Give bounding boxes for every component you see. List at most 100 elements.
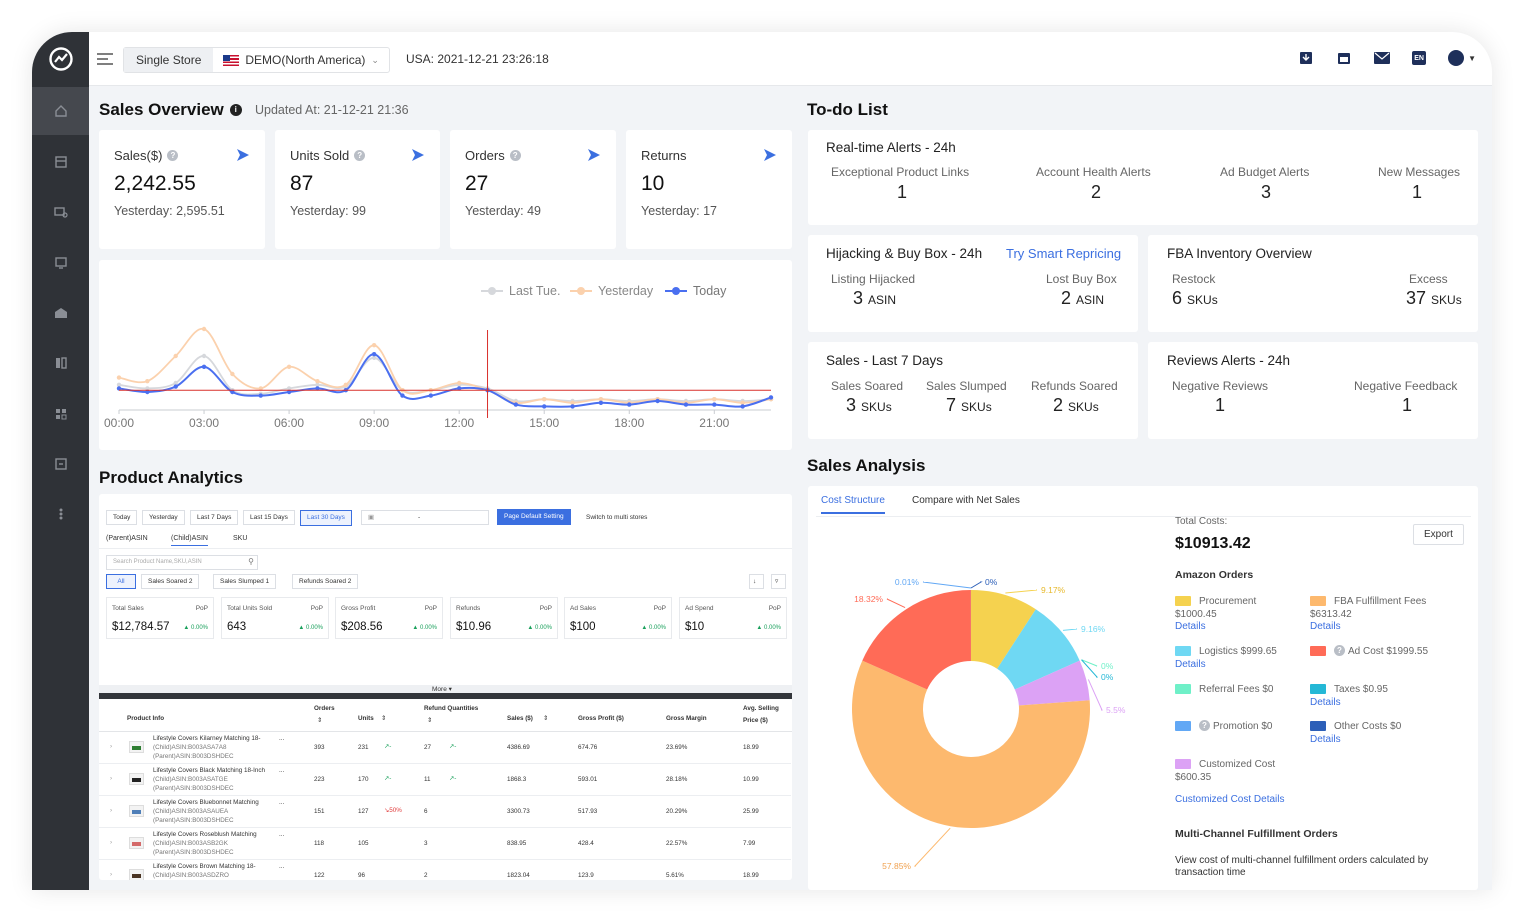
nav-more-icon[interactable] xyxy=(32,490,89,538)
sort-icon[interactable]: ⇕ xyxy=(317,717,323,724)
row-more-icon[interactable]: ... xyxy=(279,767,285,774)
data-point[interactable] xyxy=(768,395,774,400)
page-default-setting-button[interactable]: Page Default Setting xyxy=(497,509,571,525)
nav-reports-icon[interactable] xyxy=(32,390,89,438)
details-link[interactable]: Details xyxy=(1175,621,1206,632)
nav-store-icon[interactable] xyxy=(32,138,89,186)
data-point[interactable] xyxy=(315,379,320,384)
data-point[interactable] xyxy=(116,382,122,387)
series-line-last-tue[interactable] xyxy=(118,355,772,403)
data-point[interactable] xyxy=(201,364,207,369)
more-bar[interactable]: More ▾ xyxy=(99,685,792,693)
data-point[interactable] xyxy=(116,386,122,391)
data-point[interactable] xyxy=(315,386,320,391)
table-row[interactable]: › Lifestyle Covers Bluebonnet Matching...… xyxy=(99,796,791,828)
avatar[interactable] xyxy=(1448,50,1465,66)
col-units[interactable]: Units xyxy=(358,715,374,722)
series-line-yesterday[interactable] xyxy=(118,328,772,404)
legend-today[interactable]: Today xyxy=(665,284,726,298)
data-point[interactable] xyxy=(456,386,462,391)
col-gross-margin[interactable]: Gross Margin xyxy=(666,715,707,722)
app-logo-icon[interactable] xyxy=(48,46,74,72)
pa-kpi-ad-sales[interactable]: Ad Sales PoP $100 ▲ 0.00% xyxy=(564,597,672,639)
legend-last-tue[interactable]: Last Tue. xyxy=(481,284,560,298)
customized-cost-details-link[interactable]: Customized Cost Details xyxy=(1175,794,1285,805)
todo-value-link[interactable]: 1 xyxy=(897,182,908,202)
data-point[interactable] xyxy=(145,389,150,395)
kpi-card-sales[interactable]: Sales($)? 2,242.55 Yesterday: 2,595.51 xyxy=(99,130,265,249)
pa-kpi-total-units[interactable]: Total Units Sold PoP 643 ▲ 0.00% xyxy=(221,597,329,639)
product-name[interactable]: Lifestyle Covers Kilarney Matching 18- xyxy=(153,735,261,742)
filter-icon[interactable]: ▿ xyxy=(771,574,786,589)
filter-sales-slumped[interactable]: Sales Slumped 1 xyxy=(213,574,277,589)
sales-trend-chart[interactable]: Last Tue. Yesterday Today 00:00 03:00 06:0… xyxy=(99,260,792,450)
data-point[interactable] xyxy=(400,393,405,398)
data-point[interactable] xyxy=(173,353,178,359)
filter-refunds-soared[interactable]: Refunds Soared 2 xyxy=(292,574,359,589)
language-icon[interactable]: EN xyxy=(1412,51,1427,65)
store-selector[interactable]: Single Store DEMO(North America) ⌄ xyxy=(123,47,390,73)
more-toggle[interactable]: More ▾ xyxy=(432,686,452,693)
avatar-caret-icon[interactable]: ▼ xyxy=(1468,53,1476,63)
product-name[interactable]: Lifestyle Covers Roseblush Matching xyxy=(153,831,257,838)
switch-multi-stores-link[interactable]: Switch to multi stores xyxy=(586,514,648,521)
nav-ads-icon[interactable] xyxy=(32,239,89,287)
row-more-icon[interactable]: ... xyxy=(279,831,285,838)
tab-cost-structure[interactable]: Cost Structure xyxy=(821,495,885,514)
view-child-asin[interactable]: (Child)ASIN xyxy=(171,535,208,546)
legend-yesterday[interactable]: Yesterday xyxy=(570,284,653,298)
data-point[interactable] xyxy=(173,380,178,386)
data-point[interactable] xyxy=(286,389,292,395)
col-price[interactable]: Price ($) xyxy=(743,717,768,724)
data-point[interactable] xyxy=(258,386,263,391)
data-point[interactable] xyxy=(343,382,348,387)
details-link[interactable]: Details xyxy=(1175,659,1206,670)
kpi-card-orders[interactable]: Orders? 27 Yesterday: 49 xyxy=(450,130,616,249)
data-point[interactable] xyxy=(570,404,575,409)
filter-sales-soared[interactable]: Sales Soared 2 xyxy=(141,574,200,589)
series-line-today[interactable] xyxy=(118,353,772,408)
smart-repricing-link[interactable]: Try Smart Repricing xyxy=(1006,246,1122,261)
details-link[interactable]: Details xyxy=(1310,697,1341,708)
data-point[interactable] xyxy=(201,326,207,332)
data-point[interactable] xyxy=(116,375,122,380)
data-point[interactable] xyxy=(513,402,519,407)
todo-value-link[interactable]: 1 xyxy=(1412,182,1423,202)
col-gross-profit[interactable]: Gross Profit ($) xyxy=(578,715,624,722)
data-point[interactable] xyxy=(655,398,660,404)
todo-value-link[interactable]: 2 ASIN xyxy=(1061,288,1104,309)
pa-kpi-refunds[interactable]: Refunds PoP $10.96 ▲ 0.00% xyxy=(450,597,558,639)
data-point[interactable] xyxy=(286,386,292,391)
info-icon[interactable]: i xyxy=(229,104,242,116)
date-range-picker[interactable]: ▣ - xyxy=(361,510,489,525)
col-sales[interactable]: Sales ($) xyxy=(507,715,533,722)
data-point[interactable] xyxy=(712,397,717,402)
line-chart-svg[interactable]: 00:00 03:00 06:00 09:00 12:00 15:00 18:00 21:00 xyxy=(99,260,792,450)
pa-kpi-gross-profit[interactable]: Gross Profit PoP $208.56 ▲ 0.00% xyxy=(335,597,443,639)
donut-slice[interactable] xyxy=(997,609,1080,690)
todo-value-link[interactable]: 1 xyxy=(1215,395,1226,415)
menu-toggle-icon[interactable] xyxy=(97,52,113,66)
row-more-icon[interactable]: ... xyxy=(279,863,285,870)
download-icon[interactable] xyxy=(1298,50,1314,66)
expand-chevron-icon[interactable]: › xyxy=(110,839,113,846)
navigate-arrow-icon[interactable] xyxy=(411,148,425,162)
navigate-arrow-icon[interactable] xyxy=(763,148,777,162)
data-point[interactable] xyxy=(598,397,604,402)
expand-chevron-icon[interactable]: › xyxy=(110,775,113,782)
data-point[interactable] xyxy=(230,371,235,377)
row-more-icon[interactable]: ... xyxy=(279,799,285,806)
store-mode[interactable]: Single Store xyxy=(124,48,214,72)
info-icon[interactable]: ? xyxy=(1334,645,1345,656)
todo-value-link[interactable]: 37 SKUs xyxy=(1406,288,1462,309)
todo-value-link[interactable]: 2 xyxy=(1091,182,1102,202)
data-point[interactable] xyxy=(428,393,434,398)
export-button[interactable]: Export xyxy=(1413,524,1464,545)
data-point[interactable] xyxy=(201,353,207,359)
donut-slice[interactable] xyxy=(852,660,1090,828)
filter-all[interactable]: All xyxy=(106,574,136,589)
todo-value-link[interactable]: 6 SKUs xyxy=(1172,288,1218,309)
pa-kpi-ad-spend[interactable]: Ad Spend PoP $10 ▲ 0.00% xyxy=(679,597,787,639)
data-point[interactable] xyxy=(371,355,377,360)
sort-icon[interactable]: ⇕ xyxy=(543,715,549,722)
